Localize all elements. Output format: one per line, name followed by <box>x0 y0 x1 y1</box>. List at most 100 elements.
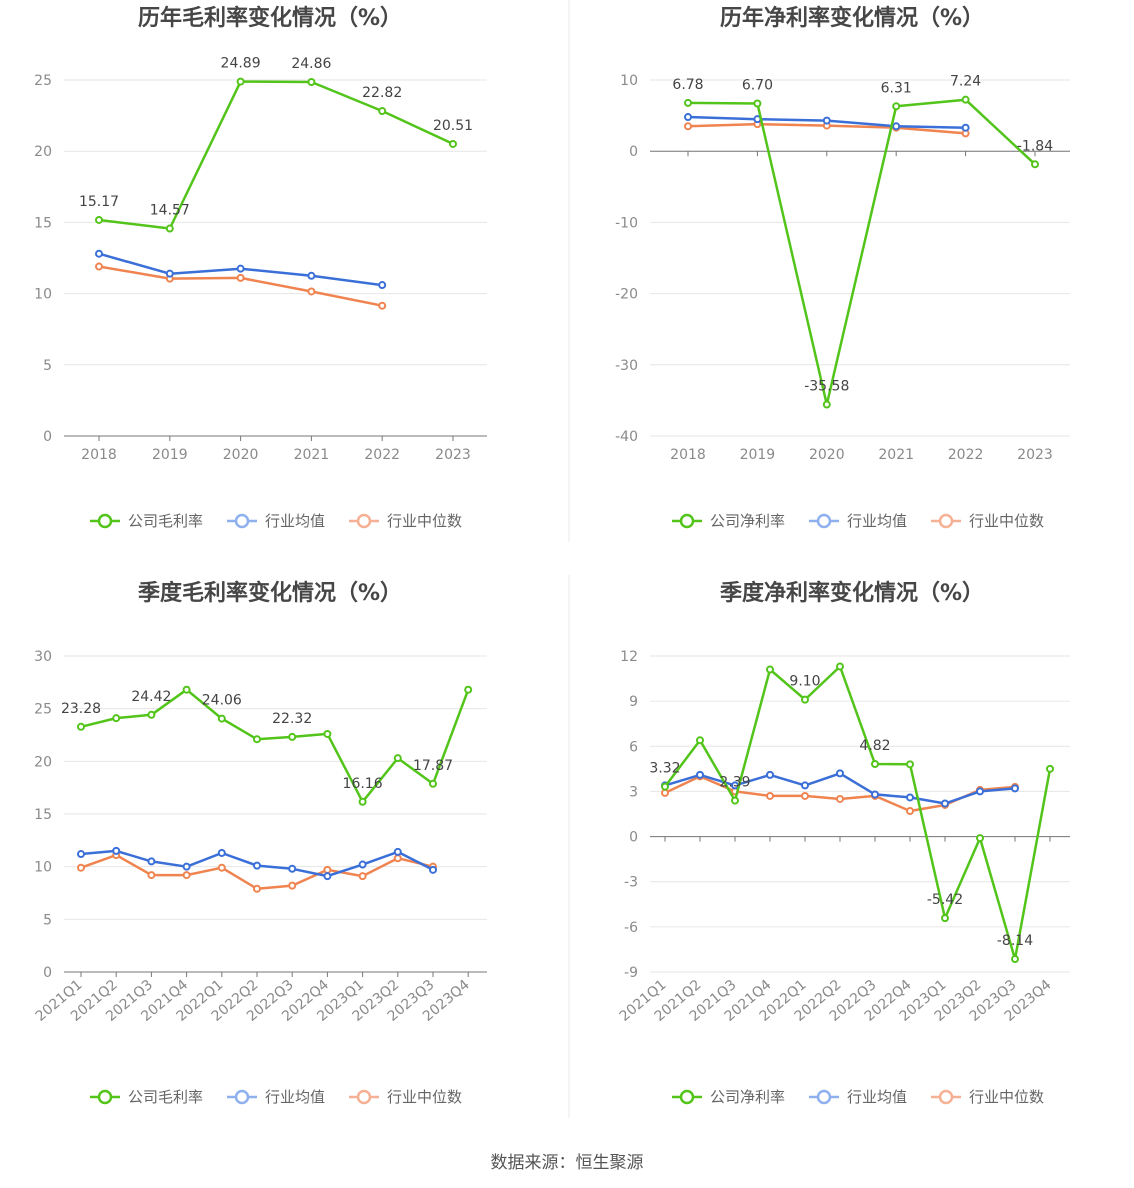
data-point <box>464 685 473 694</box>
legend-swatch-marker <box>816 1089 832 1105</box>
data-point <box>801 781 809 790</box>
y-tick-label: 15 <box>34 807 52 823</box>
data-point <box>696 770 704 779</box>
data-point <box>77 850 85 859</box>
data-point <box>323 872 332 881</box>
x-tick-label: 2019 <box>152 447 188 463</box>
data-point <box>378 107 387 116</box>
data-point <box>147 857 156 866</box>
x-tick-label: 2021 <box>878 447 914 463</box>
legend-swatch-marker <box>679 513 695 529</box>
data-point <box>95 262 103 271</box>
data-point <box>323 865 332 874</box>
data-point <box>236 273 245 282</box>
y-tick-label: 10 <box>34 287 52 303</box>
data-point <box>661 782 669 791</box>
x-tick-label: 2023 <box>1017 447 1053 463</box>
legend-label: 行业均值 <box>847 512 907 530</box>
data-point <box>1046 764 1054 773</box>
data-point <box>95 215 103 224</box>
legend-item-2: 行业均值 <box>809 1088 907 1106</box>
x-tick-label: 2018 <box>81 447 117 463</box>
y-tick-label: 30 <box>34 649 52 665</box>
data-label: 22.32 <box>272 711 312 727</box>
x-tick-label: 2020 <box>809 447 845 463</box>
data-point <box>976 787 984 796</box>
data-label: 24.06 <box>202 693 242 709</box>
legend-label: 行业均值 <box>265 1088 325 1106</box>
data-point <box>906 760 914 769</box>
data-point <box>182 871 191 880</box>
legend-swatch-marker <box>816 513 832 529</box>
y-tick-label: 10 <box>620 73 638 89</box>
data-point <box>307 77 316 86</box>
data-point <box>871 790 879 799</box>
data-point <box>684 113 692 122</box>
legend-swatch-marker <box>234 1089 250 1105</box>
data-label: 6.70 <box>742 77 773 93</box>
y-tick-label: 0 <box>629 144 638 160</box>
series-line-1 <box>98 80 454 230</box>
legend-swatch-marker <box>97 513 113 529</box>
data-label: -1.84 <box>1017 138 1053 154</box>
data-point <box>961 95 970 104</box>
data-label: 6.78 <box>672 77 703 93</box>
legend-item-2: 行业均值 <box>227 1088 325 1106</box>
y-tick-label: 20 <box>34 754 52 770</box>
data-point <box>1011 784 1019 793</box>
chart-panel-3: 季度毛利率变化情况（%）0510152025302021Q12021Q22021… <box>33 580 487 1106</box>
data-point <box>378 281 387 290</box>
legend-item-1: 公司毛利率 <box>90 512 203 530</box>
data-point <box>217 863 226 872</box>
data-point <box>288 864 297 873</box>
legend-label: 公司净利率 <box>710 1088 785 1106</box>
y-tick-label: 6 <box>629 739 638 755</box>
data-point <box>323 729 332 738</box>
x-tick-label: 2018 <box>670 447 706 463</box>
data-point <box>253 884 261 893</box>
data-point <box>165 269 174 278</box>
legend-item-3: 行业中位数 <box>349 512 462 530</box>
data-label: 6.31 <box>881 80 912 96</box>
data-label: 3.32 <box>649 761 680 777</box>
data-point <box>766 665 774 674</box>
data-point <box>358 872 367 881</box>
x-tick-label: 2021 <box>294 447 330 463</box>
data-point <box>684 122 692 131</box>
data-point <box>753 99 762 108</box>
data-point <box>871 760 879 769</box>
data-point <box>393 754 402 763</box>
data-point <box>393 847 402 856</box>
data-point <box>906 806 914 815</box>
y-tick-label: 0 <box>43 965 52 981</box>
data-point <box>822 116 831 125</box>
series-line-1 <box>80 688 470 804</box>
legend-label: 公司净利率 <box>710 512 785 530</box>
data-point <box>906 793 914 802</box>
legend-swatch-marker <box>234 513 250 529</box>
legend-item-3: 行业中位数 <box>349 1088 462 1106</box>
y-tick-label: 12 <box>620 649 638 665</box>
data-point <box>941 914 949 923</box>
legend-item-2: 行业均值 <box>227 512 325 530</box>
data-point <box>236 77 245 86</box>
legend-label: 公司毛利率 <box>128 1088 203 1106</box>
legend-item-1: 公司毛利率 <box>90 1088 203 1106</box>
y-tick-label: 5 <box>43 912 52 928</box>
data-point <box>801 695 809 704</box>
legend-label: 行业均值 <box>847 1088 907 1106</box>
data-point <box>684 98 692 107</box>
legend-label: 行业均值 <box>265 512 325 530</box>
data-label: 2.39 <box>719 775 750 791</box>
data-label: 17.87 <box>413 758 453 774</box>
data-point <box>731 796 739 805</box>
data-point <box>429 865 437 874</box>
data-point <box>393 854 402 863</box>
data-point <box>307 271 316 280</box>
data-point <box>217 714 226 723</box>
y-tick-label: 0 <box>43 429 52 445</box>
data-point <box>892 102 901 111</box>
data-label: 22.82 <box>362 85 402 101</box>
legend-item-2: 行业均值 <box>809 512 907 530</box>
data-label: 4.82 <box>859 738 890 754</box>
